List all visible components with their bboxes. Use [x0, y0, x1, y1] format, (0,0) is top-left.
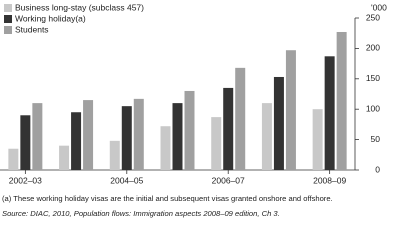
bar — [285, 50, 296, 170]
y-tick-label: 150 — [366, 73, 380, 83]
page: '000 (a) These working holiday visas are… — [0, 2, 388, 218]
bar — [121, 106, 132, 170]
y-unit-label: '000 — [371, 2, 387, 12]
x-tick-label: 2002–03 — [9, 175, 42, 185]
y-tick-label: 250 — [366, 12, 380, 22]
bar — [172, 103, 183, 170]
x-tick-label: 2008–09 — [313, 175, 346, 185]
legend-swatch — [4, 4, 12, 12]
bar — [133, 98, 144, 170]
legend-swatch — [4, 26, 12, 34]
bar — [211, 117, 222, 170]
x-tick-label: 2004–05 — [110, 175, 143, 185]
legend-swatch — [4, 15, 12, 23]
bar — [8, 148, 19, 170]
bar — [59, 145, 70, 170]
source: Source: DIAC, 2010, Population flows: Im… — [2, 209, 280, 218]
bar — [184, 90, 195, 170]
legend-label: Students — [15, 24, 49, 34]
bar — [109, 140, 120, 170]
bar — [160, 126, 171, 170]
bar — [261, 103, 272, 170]
bar — [32, 103, 43, 170]
bar — [71, 112, 82, 170]
bar — [324, 56, 335, 170]
bar — [273, 76, 284, 170]
footnote: (a) These working holiday visas are the … — [2, 194, 333, 203]
bar — [223, 87, 234, 170]
y-tick-label: 200 — [366, 43, 380, 53]
bar — [312, 109, 323, 170]
legend-label: Business long-stay (subclass 457) — [15, 2, 144, 12]
x-tick-label: 2006–07 — [212, 175, 245, 185]
bar — [336, 31, 347, 171]
chart: '000 (a) These working holiday visas are… — [0, 2, 387, 218]
bar — [83, 100, 94, 170]
y-tick-label: 0 — [375, 164, 380, 174]
legend-label: Working holiday(a) — [15, 13, 86, 23]
y-tick-label: 50 — [371, 134, 381, 144]
bar — [235, 67, 246, 170]
y-tick-label: 100 — [366, 103, 380, 113]
bar — [20, 115, 31, 170]
